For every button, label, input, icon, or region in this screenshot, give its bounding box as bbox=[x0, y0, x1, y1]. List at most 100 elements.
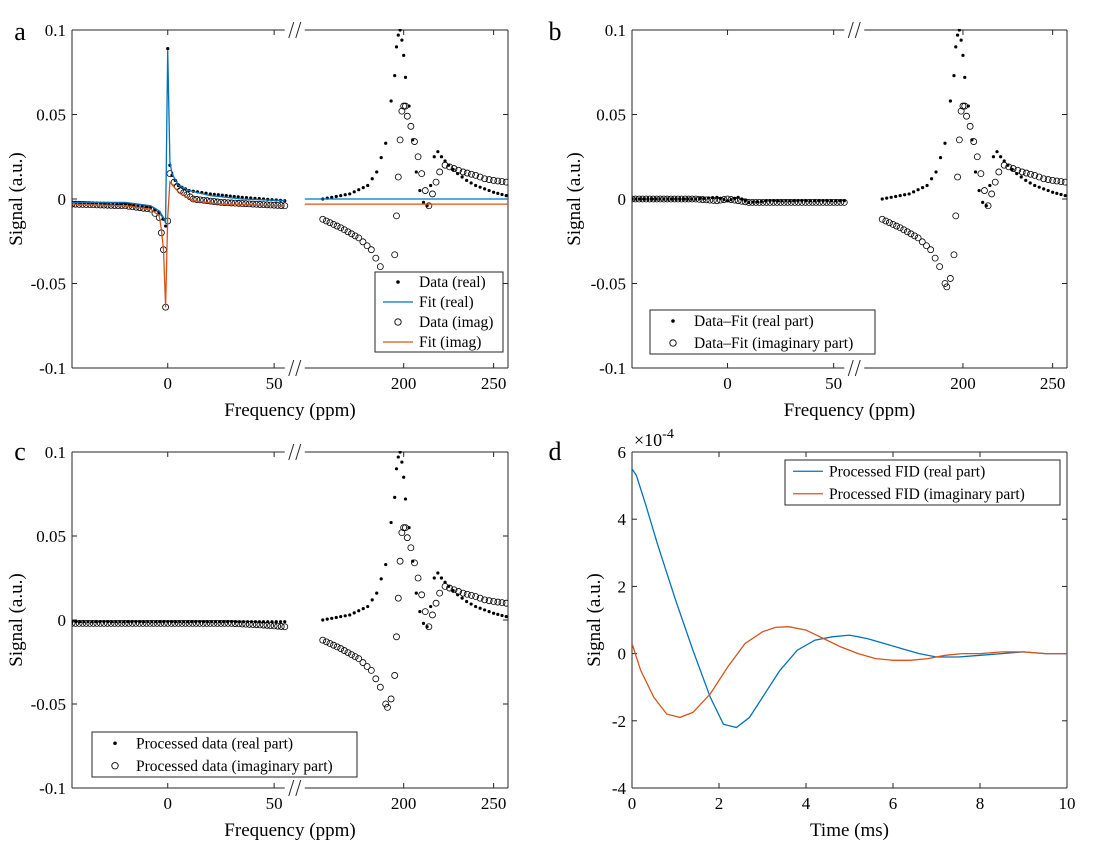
data-point bbox=[1018, 168, 1026, 176]
data-point bbox=[339, 194, 343, 198]
legend: Data (real) Fit (real) Data (imag) Fit (ima… bbox=[374, 271, 504, 353]
data-point bbox=[384, 703, 391, 711]
data-point bbox=[490, 598, 498, 605]
data-point bbox=[164, 619, 172, 627]
data-point bbox=[1009, 165, 1017, 172]
data-point bbox=[402, 53, 406, 57]
data-point bbox=[425, 623, 433, 631]
data-point bbox=[646, 195, 654, 203]
data-point bbox=[394, 45, 399, 49]
data-point bbox=[1014, 166, 1022, 174]
data-point bbox=[770, 198, 777, 206]
data-point bbox=[439, 155, 444, 159]
data-point bbox=[402, 524, 409, 531]
data-point bbox=[322, 217, 330, 225]
data-point bbox=[455, 166, 462, 174]
data-point bbox=[210, 619, 218, 627]
data-point bbox=[443, 159, 447, 163]
axis-break-mark bbox=[288, 359, 302, 377]
data-point bbox=[702, 196, 710, 204]
data-point bbox=[977, 188, 981, 193]
x-axis-label: Time (ms) bbox=[810, 820, 889, 841]
data-point bbox=[403, 75, 408, 79]
data-point bbox=[375, 170, 379, 174]
data-point bbox=[224, 199, 232, 207]
data-point bbox=[961, 53, 965, 57]
data-point bbox=[970, 138, 978, 145]
data-point bbox=[999, 155, 1003, 159]
data-point bbox=[330, 616, 334, 620]
data-point bbox=[880, 197, 884, 201]
data-point bbox=[403, 534, 411, 542]
data-point bbox=[93, 619, 101, 627]
data-point bbox=[157, 619, 165, 627]
data-point bbox=[260, 621, 267, 629]
data-point bbox=[468, 170, 475, 178]
data-point bbox=[394, 173, 402, 181]
data-point bbox=[403, 112, 411, 120]
data-point bbox=[182, 619, 189, 627]
data-point bbox=[393, 74, 397, 78]
x-tick-label: 10 bbox=[1059, 794, 1076, 813]
data-point bbox=[245, 200, 253, 208]
axis-break-mark bbox=[288, 779, 302, 797]
data-point bbox=[326, 640, 334, 647]
data-point bbox=[787, 198, 795, 206]
data-point bbox=[731, 196, 739, 204]
data-point bbox=[429, 611, 436, 619]
data-point bbox=[394, 594, 402, 602]
data-point bbox=[1057, 178, 1065, 185]
data-point bbox=[245, 620, 253, 628]
data-point bbox=[403, 497, 408, 501]
data-point bbox=[635, 195, 643, 203]
data-point bbox=[277, 623, 285, 630]
data-point bbox=[366, 604, 370, 609]
data-point bbox=[432, 599, 440, 607]
data-point bbox=[330, 195, 334, 199]
data-point bbox=[801, 198, 809, 206]
data-point bbox=[819, 198, 827, 206]
data-point bbox=[363, 663, 371, 670]
data-point bbox=[450, 165, 458, 172]
data-point bbox=[400, 460, 404, 464]
data-point bbox=[671, 195, 678, 203]
data-point bbox=[355, 234, 363, 242]
data-point bbox=[487, 188, 491, 193]
data-point bbox=[379, 577, 383, 581]
legend-label: Data–Fit (imaginary part) bbox=[694, 335, 853, 352]
x-tick-label: 8 bbox=[976, 794, 985, 813]
data-point bbox=[343, 193, 347, 197]
series-line bbox=[72, 180, 285, 308]
data-point bbox=[1049, 177, 1057, 184]
data-point bbox=[931, 254, 939, 262]
data-point bbox=[351, 653, 359, 661]
data-point bbox=[784, 198, 792, 206]
data-point bbox=[75, 619, 83, 627]
data-point bbox=[244, 196, 249, 200]
break-slash bbox=[295, 21, 302, 39]
data-point bbox=[396, 455, 400, 459]
data-point bbox=[344, 228, 352, 236]
legend: Data–Fit (real part) Data–Fit (imaginary … bbox=[649, 309, 876, 355]
data-point bbox=[352, 190, 356, 194]
data-point bbox=[436, 571, 440, 575]
y-axis-label: Signal (a.u.) bbox=[6, 573, 27, 666]
x-axis-label: Frequency (ppm) bbox=[784, 400, 915, 421]
y-tick-label: 0.05 bbox=[36, 527, 66, 546]
break-slash bbox=[295, 779, 302, 797]
break-slash bbox=[288, 779, 295, 797]
data-point bbox=[319, 215, 327, 223]
data-point bbox=[425, 202, 433, 210]
series-data-fit-real-part- bbox=[632, 29, 1067, 208]
data-point bbox=[166, 46, 170, 51]
data-point bbox=[238, 200, 246, 207]
x-tick-label: 250 bbox=[1040, 374, 1066, 393]
data-point bbox=[759, 198, 767, 206]
data-point bbox=[995, 168, 1003, 176]
data-point bbox=[407, 544, 415, 552]
data-point bbox=[912, 190, 916, 194]
data-point bbox=[393, 495, 397, 499]
data-point bbox=[242, 200, 250, 208]
panel-label: c bbox=[14, 437, 26, 466]
data-point bbox=[706, 196, 714, 204]
